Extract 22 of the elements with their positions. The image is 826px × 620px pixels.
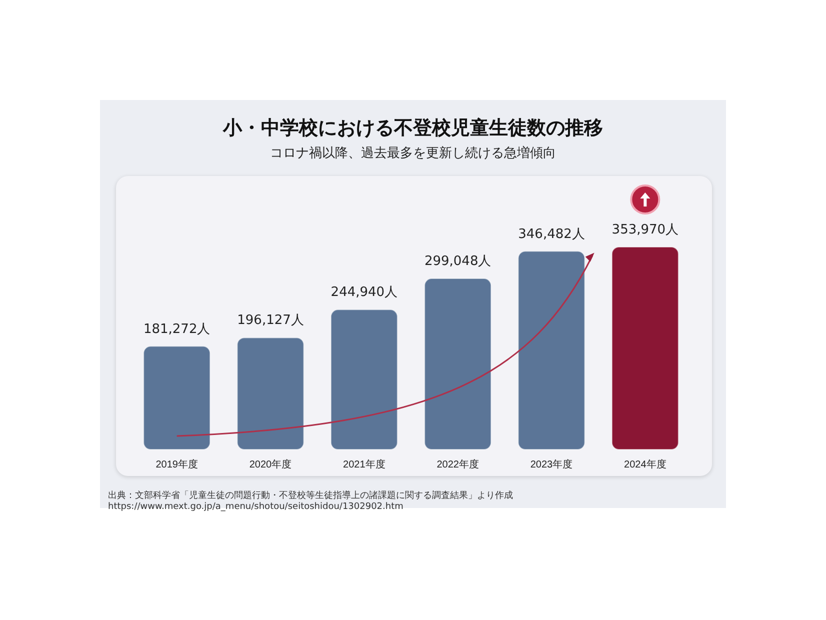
x-tick-label: 2021年度 [343,458,386,470]
data-label: 346,482人 [518,226,585,242]
bar [611,246,679,450]
bar [236,337,304,450]
data-label: 299,048人 [424,254,492,270]
data-label: 196,127人 [237,313,304,328]
text: https://www.mext.go.jp/a_menu/shotou/seitoshidou/1302902.htm [108,502,404,513]
bar [330,309,398,450]
bar [518,250,586,450]
bar [424,278,492,450]
x-tick-label: 2022年度 [436,458,479,470]
x-tick-label: 2024年度 [624,458,666,470]
x-tick-label: 2023年度 [530,458,573,470]
data-label: 353,970人 [612,222,679,238]
data-label: 244,940人 [330,285,398,300]
chart-subtitle: コロナ禍以降、過去最多を更新し続ける急増傾向 [270,145,556,160]
x-tick-label: 2020年度 [249,458,292,470]
chart-title: 小・中学校における不登校児童生徒数の推移 [222,117,603,139]
bar [143,346,211,450]
data-label: 181,272人 [143,322,210,337]
x-tick-label: 2019年度 [156,458,198,470]
source-note: 出典：文部科学省「児童生徒の問題行動・不登校等生徒指導上の諸課題に関する調査結果」より作成 [108,491,513,502]
